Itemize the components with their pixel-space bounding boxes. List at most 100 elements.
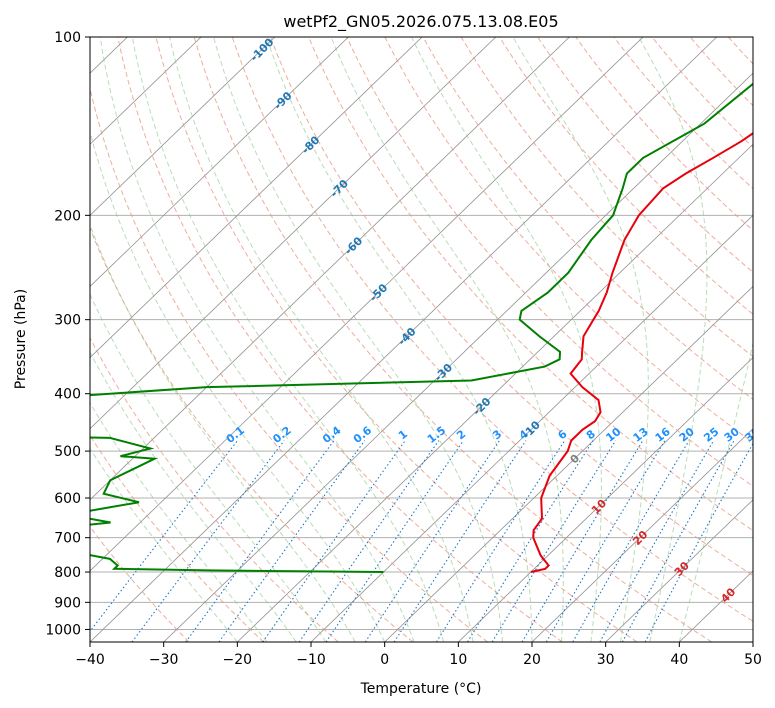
isotherm-line	[90, 37, 423, 359]
moist-adiabat	[330, 37, 564, 642]
dry-adiabat	[575, 37, 753, 232]
dry-adiabat	[766, 37, 775, 642]
dry-adiabat	[269, 37, 753, 577]
dry-adiabat	[90, 86, 488, 642]
isotherm-line	[90, 37, 276, 216]
dry-adiabat	[117, 37, 563, 642]
x-tick-label: 0	[380, 652, 389, 668]
x-tick-label: 10	[449, 652, 467, 668]
moist-adiabat	[90, 293, 327, 642]
mixing-ratio-line	[572, 440, 690, 642]
y-tick-label: 200	[54, 208, 81, 224]
mixing-ratio-line	[599, 440, 715, 642]
mixing-ratio-label: 36	[742, 425, 762, 445]
x-tick-label: 40	[670, 652, 688, 668]
dry-adiabat	[193, 37, 712, 642]
moist-adiabat	[90, 129, 386, 642]
isotherm-line	[90, 37, 497, 430]
dry-adiabat	[231, 37, 753, 622]
moist-adiabat	[638, 37, 708, 642]
dry-adiabat	[460, 37, 753, 358]
mixing-ratio-line	[545, 440, 666, 642]
isotherm-line	[752, 641, 753, 642]
moist-adiabat	[265, 37, 533, 642]
dry-adiabat	[90, 336, 339, 642]
mixing-ratio-line	[262, 440, 406, 642]
mixing-ratio-label: 0.1	[224, 424, 247, 446]
mixing-ratio-line	[218, 440, 366, 642]
dry-adiabat	[90, 434, 264, 642]
mixing-ratio-label: 0.4	[320, 424, 344, 446]
y-tick-label: 700	[54, 531, 81, 547]
mixing-ratio-label: 13	[631, 425, 651, 445]
mixing-ratio-line	[467, 440, 594, 642]
mixing-ratio-label: 1.5	[425, 424, 448, 446]
isotherm-line	[531, 428, 753, 642]
x-tick-label: −20	[223, 652, 253, 668]
isotherm-line	[679, 570, 753, 642]
axis-ticks: −40 −30 −20 −10 0 10 20 30 40 5010020030040050060…	[45, 30, 762, 668]
y-tick-label: 900	[54, 595, 81, 611]
moist-adiabat	[131, 37, 445, 642]
mixing-ratio-label: 16	[653, 425, 673, 445]
isotherm-line	[90, 37, 202, 145]
y-axis-label: Pressure (hPa)	[13, 289, 29, 389]
x-tick-label: −30	[149, 652, 179, 668]
moist-adiabat	[169, 37, 474, 642]
x-tick-label: 30	[597, 652, 615, 668]
isotherm-line	[90, 37, 644, 572]
dry-adiabat	[651, 37, 753, 148]
mixing-ratio-line	[364, 440, 500, 642]
mixing-ratio-line	[298, 440, 440, 642]
moist-adiabat	[512, 37, 649, 642]
y-tick-label: 100	[54, 30, 81, 46]
mixing-ratio-label: 3	[490, 427, 504, 442]
y-tick-label: 300	[54, 313, 81, 329]
isotherm-line	[237, 143, 753, 642]
moist-adiabat	[90, 223, 356, 642]
dry-adiabat	[613, 37, 753, 190]
y-tick-label: 1000	[45, 622, 81, 638]
mixing-ratio-label: 8	[584, 427, 598, 442]
mixing-ratio-line	[521, 440, 644, 642]
temperature-profile	[530, 132, 753, 574]
dry-adiabat	[155, 37, 638, 642]
mixing-ratio-label: 1	[396, 427, 410, 442]
isotherm-line	[458, 357, 753, 642]
mixing-ratio-line	[185, 440, 335, 642]
mixing-ratio-label: 6	[555, 427, 569, 442]
x-tick-label: −40	[75, 652, 105, 668]
y-tick-label: 600	[54, 491, 81, 507]
mixing-ratio-line	[131, 440, 285, 642]
y-tick-label: 800	[54, 565, 81, 581]
dry-adiabat	[498, 37, 753, 315]
plot-area	[90, 37, 775, 642]
y-tick-label: 500	[54, 444, 81, 460]
dry-adiabat	[422, 37, 753, 401]
mixing-ratio-label: 2	[454, 427, 468, 442]
dry-adiabat	[308, 37, 753, 532]
y-tick-label: 400	[54, 387, 81, 403]
moist-adiabat	[213, 37, 504, 642]
x-axis-label: Temperature (°C)	[360, 681, 482, 697]
mixing-ratio-line	[491, 440, 617, 642]
x-tick-label: −10	[296, 652, 326, 668]
isotherm-line	[90, 37, 349, 288]
plot-frame	[89, 36, 754, 643]
dewpoint-profile	[90, 82, 753, 574]
isotherm-line	[90, 37, 570, 501]
moist-adiabat	[410, 37, 602, 642]
moist-adiabat	[99, 37, 415, 642]
mixing-ratio-label: 25	[701, 425, 721, 445]
isoline-labels: 0.1 0.2 0.4 0.6 1 1.5 2 3 4 6 8 10 13 16 20 25 30 36-100-…	[224, 37, 762, 605]
moist-adiabat	[90, 351, 297, 642]
mixing-ratio-label: 0.6	[351, 424, 375, 446]
dry-adiabat	[384, 37, 753, 444]
mixing-ratio-line	[393, 440, 527, 642]
x-tick-label: 50	[744, 652, 762, 668]
isotherm-line	[90, 37, 718, 642]
isotherm-line	[384, 285, 753, 642]
chart-title: wetPf2_GN05.2026.075.13.08.E05	[283, 12, 558, 32]
isotherm-line	[605, 499, 753, 642]
